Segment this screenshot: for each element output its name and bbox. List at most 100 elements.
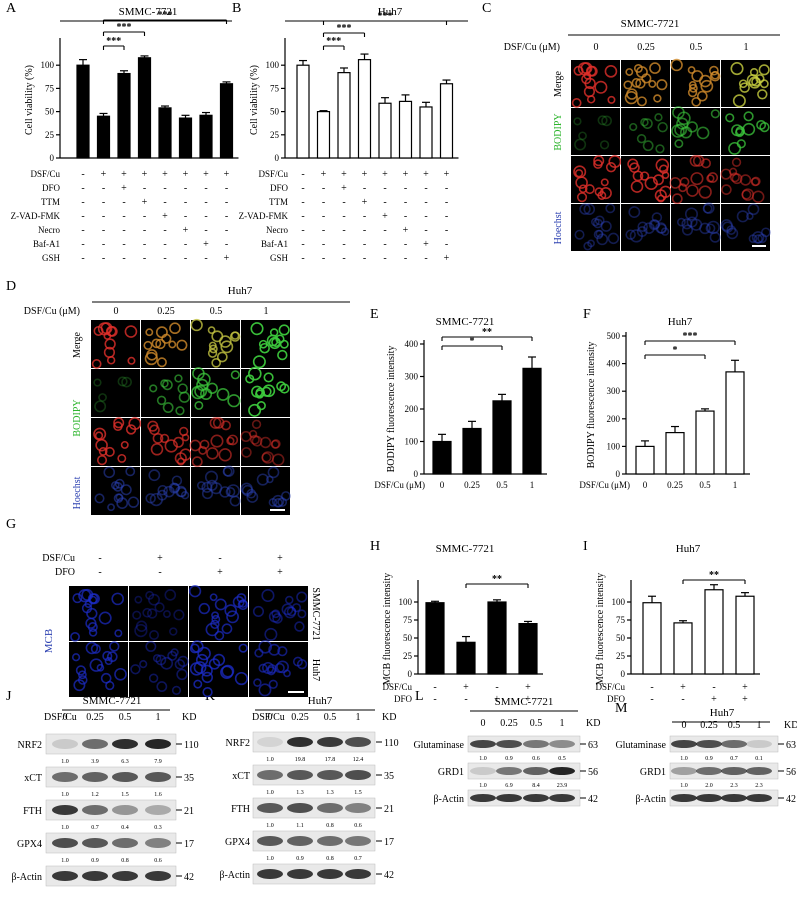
cell <box>600 220 612 232</box>
treatment-mark-B: - <box>363 183 366 194</box>
treatment-label-A: Necro <box>38 225 60 235</box>
cell <box>574 229 585 240</box>
cell <box>176 339 188 351</box>
cell <box>742 122 756 136</box>
panel-D-tile-3-0 <box>91 466 140 515</box>
cell <box>89 658 103 672</box>
cell <box>207 326 216 335</box>
treatment-mark-A: + <box>183 225 189 236</box>
cell <box>159 433 170 444</box>
cell <box>574 169 584 178</box>
treatment-mark-B: + <box>423 169 429 180</box>
blot-L-quant: 0.6 <box>532 756 540 762</box>
cell <box>578 131 587 141</box>
panel-D-tile-2-0 <box>91 417 142 466</box>
cell <box>690 172 704 186</box>
blot-K-kd-3: 17 <box>384 837 394 848</box>
y-tick-label-A: 75 <box>45 83 55 93</box>
panel-D-tile-1-3 <box>241 366 290 417</box>
cell <box>173 609 185 621</box>
cell <box>271 337 281 348</box>
cell <box>149 384 158 393</box>
cell <box>211 611 220 620</box>
blot-M-kd-0: 63 <box>786 740 796 751</box>
treatment-mark-B: - <box>322 225 325 236</box>
cell <box>706 174 715 183</box>
cell <box>631 78 642 88</box>
cell <box>650 219 660 230</box>
panel-C-conc-2: 0.5 <box>690 42 703 53</box>
blot-M-band <box>721 767 747 775</box>
treatment-mark-B: - <box>445 225 448 236</box>
cell <box>277 646 288 657</box>
cell <box>285 595 294 605</box>
blot-J-kd-3: 17 <box>184 839 194 850</box>
blot-M-band <box>746 794 772 802</box>
treatment-mark-B: - <box>363 253 366 264</box>
blot-J-kd-1: 35 <box>184 773 194 784</box>
bar-A-4 <box>158 107 172 159</box>
sig-label-H: ** <box>492 574 502 585</box>
x-tick-label-F: 0.5 <box>699 480 711 490</box>
blot-K-quant: 0.8 <box>326 856 334 862</box>
cell <box>296 591 308 603</box>
panel-D-tile-1-0 <box>91 369 140 417</box>
treatment-mark-H: + <box>525 694 531 705</box>
panel-D-row-merge: Merge <box>72 331 83 357</box>
cell <box>276 381 287 392</box>
blot-K-band <box>317 770 343 780</box>
blot-J-band <box>82 805 108 815</box>
treatment-mark-A: - <box>225 211 228 222</box>
cell <box>179 426 189 437</box>
cell <box>262 384 276 398</box>
cell <box>730 62 744 76</box>
panel-letter-I: I <box>583 539 588 554</box>
blot-J-kd-2: 21 <box>184 806 194 817</box>
bar-B-0 <box>296 64 310 159</box>
cell <box>653 94 662 103</box>
cell <box>208 658 221 670</box>
panel-G-tile-1-1-bg <box>129 642 188 697</box>
cell <box>655 158 670 173</box>
blot-M-band <box>746 740 772 748</box>
cell <box>209 417 222 429</box>
treatment-mark-B: - <box>424 225 427 236</box>
cell <box>195 653 209 667</box>
cell <box>214 598 227 611</box>
treatment-mark-B: + <box>362 197 368 208</box>
blot-M-kd-label: KD <box>784 720 797 731</box>
bar-I-0 <box>642 602 662 675</box>
cell <box>87 622 98 633</box>
cell <box>106 325 118 337</box>
treatment-mark-A: - <box>184 239 187 250</box>
y-axis-label-H: MCB fluorescence intensity <box>382 573 393 685</box>
x-tick-label-F: 0 <box>643 480 648 490</box>
treatment-mark-B: - <box>383 253 386 264</box>
panel-C-tile-1-3 <box>721 108 770 155</box>
cell <box>152 432 164 444</box>
treatment-mark-B: + <box>403 225 409 236</box>
cell <box>595 229 604 238</box>
panel-C-tile-3-1-bg <box>621 204 670 251</box>
cell <box>651 212 663 223</box>
panel-C-tile-1-1-bg <box>621 108 670 155</box>
cell <box>656 79 668 91</box>
cell <box>261 386 272 397</box>
cell <box>633 64 643 73</box>
blot-K-band <box>345 869 371 879</box>
cell <box>258 640 273 654</box>
treatment-mark-A: - <box>163 225 166 236</box>
blot-K-band <box>317 803 343 813</box>
cell <box>751 176 761 187</box>
blot-K-band <box>257 869 283 879</box>
cell <box>196 481 206 490</box>
treatment-mark-A: + <box>121 183 127 194</box>
panel-D-tile-1-2 <box>191 367 241 417</box>
cell <box>743 111 754 122</box>
treatment-mark-A: - <box>225 239 228 250</box>
treatment-mark-A: - <box>143 225 146 236</box>
blot-J-kd-label: KD <box>182 712 196 723</box>
cell <box>607 95 616 104</box>
cell <box>649 62 661 74</box>
panel-G-tile-0-1-bg <box>129 586 188 641</box>
